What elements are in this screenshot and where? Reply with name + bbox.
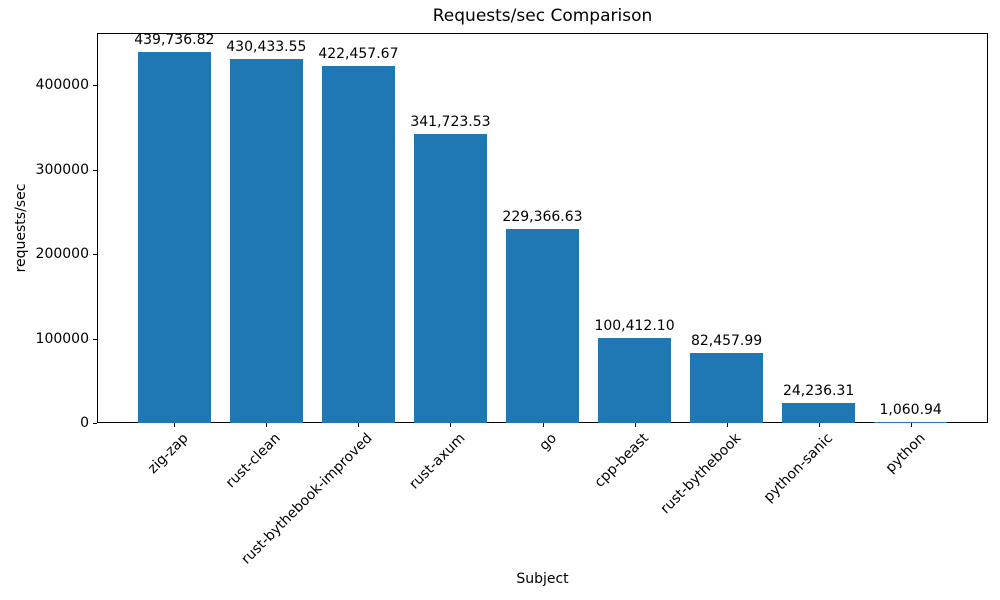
x-axis-tick — [174, 423, 176, 427]
y-axis-tick — [93, 423, 97, 424]
bar-python-sanic — [781, 402, 856, 423]
x-axis-tick — [266, 423, 268, 427]
bar-rust-clean — [229, 59, 304, 423]
bar-rust-bythebook — [689, 353, 764, 423]
x-axis-tick — [726, 423, 728, 427]
x-axis-tick-label: zig-zap — [145, 430, 192, 477]
bar-zig-zap — [137, 51, 212, 423]
bar-value-label: 341,723.53 — [410, 114, 491, 131]
bar-value-label: 24,236.31 — [782, 382, 855, 399]
x-axis-tick-label: rust-axum — [405, 430, 469, 493]
y-axis-tick — [93, 338, 97, 340]
chart-title: Requests/sec Comparison — [432, 6, 653, 26]
bar-value-label: 422,457.67 — [318, 46, 399, 63]
y-axis-tick-label: 100000 — [35, 330, 89, 347]
bar-rust-bythebook-improved — [321, 66, 396, 423]
y-axis-tick — [93, 169, 97, 171]
bar-go — [505, 229, 580, 423]
y-axis-tick — [93, 254, 97, 256]
x-axis-tick — [910, 423, 912, 427]
x-axis-tick-label: python — [882, 430, 929, 477]
x-axis-tick-label: rust-bythebook — [657, 430, 745, 518]
bar-value-label: 439,736.82 — [134, 31, 215, 48]
y-axis-tick-label: 200000 — [35, 246, 89, 263]
x-axis-tick-label: go — [536, 430, 561, 454]
x-axis-tick — [450, 423, 452, 427]
bar-value-label: 82,457.99 — [690, 333, 763, 350]
x-axis-tick-label: python-sanic — [761, 430, 837, 506]
y-axis-tick-label: 400000 — [35, 77, 89, 94]
x-axis-tick-label: cpp-beast — [591, 430, 653, 491]
bar-cpp-beast — [597, 338, 672, 423]
x-axis-tick-label: rust-clean — [223, 430, 284, 492]
bar-rust-axum — [413, 134, 488, 423]
bar-value-label: 430,433.55 — [226, 39, 307, 56]
x-axis-tick — [818, 423, 820, 427]
bar-python — [873, 422, 948, 423]
y-axis-tick-label: 0 — [80, 415, 89, 431]
y-axis-tick-label: 300000 — [35, 161, 89, 178]
x-axis-tick — [542, 423, 544, 427]
bar-value-label: 1,060.94 — [879, 402, 942, 419]
x-axis-label: Subject — [516, 571, 569, 587]
x-axis-tick — [634, 423, 636, 427]
bar-value-label: 229,366.63 — [502, 209, 583, 226]
y-axis-label: requests/sec — [13, 183, 29, 273]
bar-value-label: 100,412.10 — [594, 318, 675, 335]
y-axis-tick — [93, 85, 97, 87]
x-axis-tick — [358, 423, 360, 427]
